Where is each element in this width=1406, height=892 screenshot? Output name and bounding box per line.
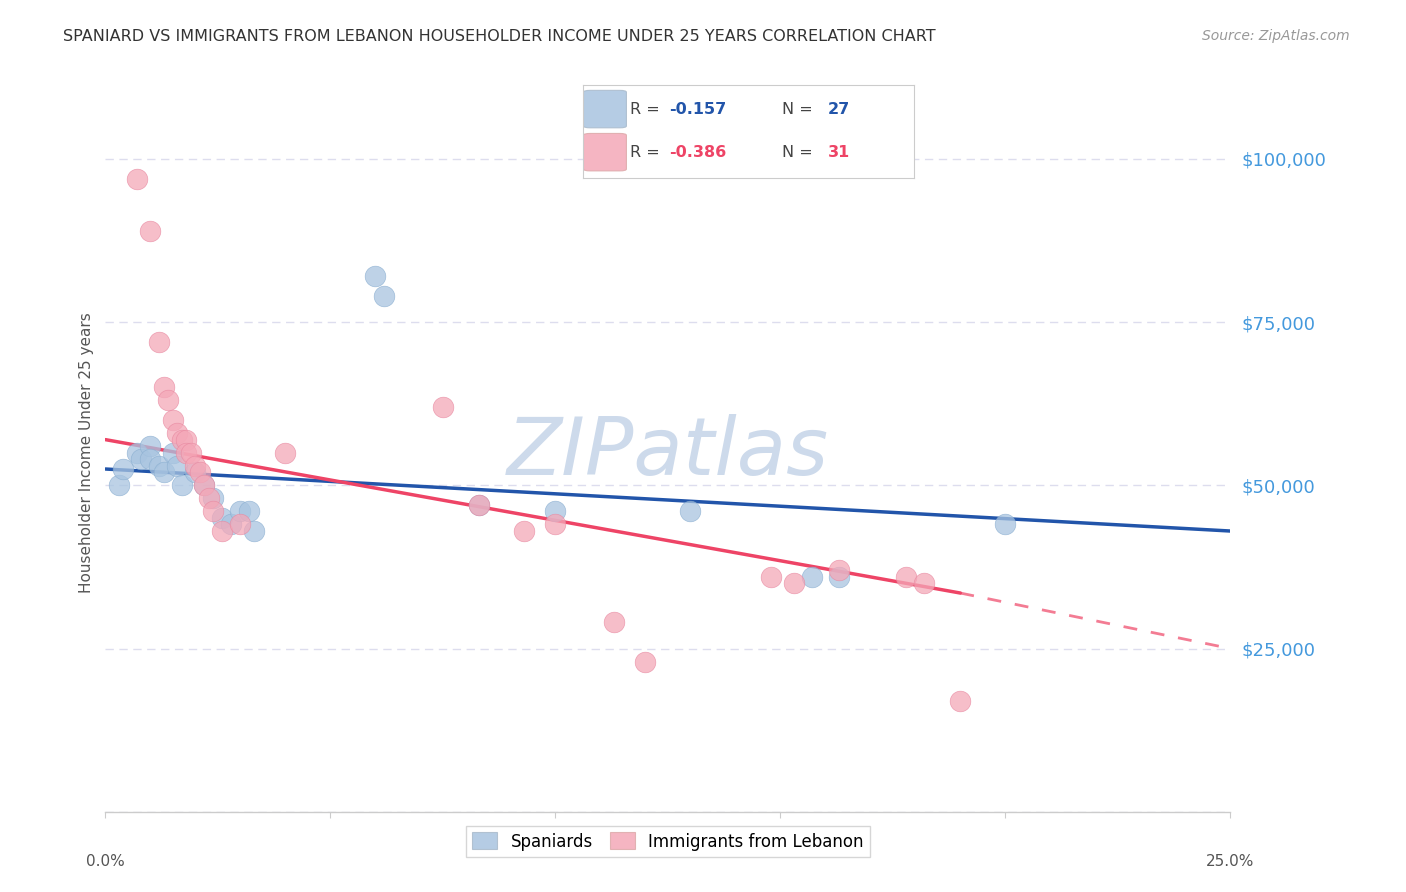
Point [994, 517, 1017, 532]
Point [949, 694, 972, 708]
Point [679, 504, 702, 518]
Point [544, 517, 567, 532]
Point [513, 524, 536, 538]
Point [603, 615, 626, 630]
Point [828, 563, 851, 577]
Text: R =: R = [630, 145, 665, 160]
Point [176, 433, 198, 447]
Point [544, 504, 567, 518]
Point [211, 524, 233, 538]
Point [274, 446, 297, 460]
Point [125, 171, 148, 186]
Point [373, 289, 395, 303]
Y-axis label: Householder Income Under 25 years: Householder Income Under 25 years [79, 312, 94, 593]
Text: N =: N = [782, 102, 818, 117]
Text: R =: R = [630, 102, 665, 117]
Point [468, 498, 491, 512]
Text: 27: 27 [828, 102, 851, 117]
Point [153, 380, 176, 394]
Point [112, 462, 135, 476]
Point [157, 393, 180, 408]
Text: -0.386: -0.386 [669, 145, 727, 160]
Point [193, 478, 215, 492]
Legend: Spaniards, Immigrants from Lebanon: Spaniards, Immigrants from Lebanon [465, 826, 870, 857]
Text: SPANIARD VS IMMIGRANTS FROM LEBANON HOUSEHOLDER INCOME UNDER 25 YEARS CORRELATIO: SPANIARD VS IMMIGRANTS FROM LEBANON HOUS… [63, 29, 936, 44]
Point [238, 504, 260, 518]
Point [188, 465, 211, 479]
Point [139, 439, 162, 453]
Point [148, 458, 170, 473]
Point [139, 224, 162, 238]
Point [162, 413, 184, 427]
Text: N =: N = [782, 145, 818, 160]
FancyBboxPatch shape [583, 90, 627, 128]
Point [468, 498, 491, 512]
Point [634, 655, 657, 669]
Point [170, 478, 193, 492]
Point [153, 465, 176, 479]
FancyBboxPatch shape [583, 134, 627, 171]
Point [184, 458, 207, 473]
Point [202, 504, 225, 518]
Point [432, 400, 454, 414]
Point [800, 570, 823, 584]
Text: -0.157: -0.157 [669, 102, 727, 117]
Point [229, 504, 252, 518]
Point [761, 570, 783, 584]
Point [184, 465, 207, 479]
Point [211, 511, 233, 525]
Point [221, 517, 243, 532]
Point [828, 570, 851, 584]
Text: 25.0%: 25.0% [1206, 855, 1254, 869]
Point [193, 478, 215, 492]
Point [896, 570, 918, 584]
Point [166, 426, 188, 441]
Point [180, 446, 202, 460]
Point [912, 576, 935, 591]
Point [162, 446, 184, 460]
Point [131, 452, 153, 467]
Point [229, 517, 252, 532]
Point [243, 524, 266, 538]
Text: ZIPatlas: ZIPatlas [506, 414, 830, 491]
Point [148, 334, 170, 349]
Point [166, 458, 188, 473]
Point [176, 446, 198, 460]
Point [198, 491, 221, 506]
Text: 31: 31 [828, 145, 851, 160]
Point [108, 478, 131, 492]
Text: 0.0%: 0.0% [86, 855, 125, 869]
Point [783, 576, 806, 591]
Point [170, 433, 193, 447]
Point [364, 269, 387, 284]
Point [202, 491, 225, 506]
Point [139, 452, 162, 467]
Text: Source: ZipAtlas.com: Source: ZipAtlas.com [1202, 29, 1350, 43]
Point [125, 446, 148, 460]
